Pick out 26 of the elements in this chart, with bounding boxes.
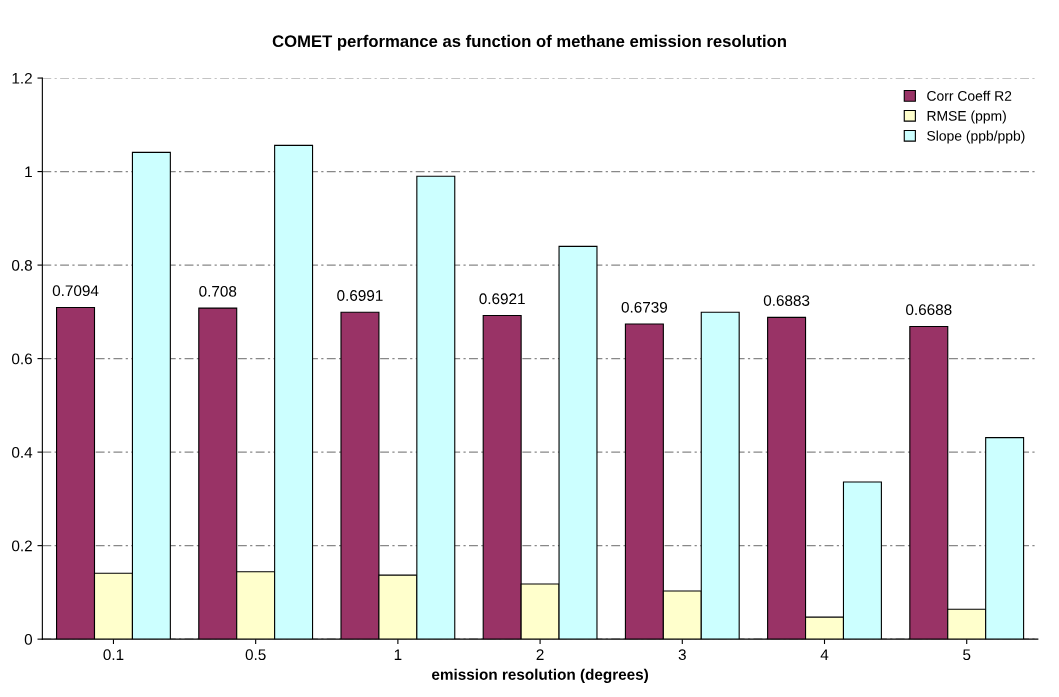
data-label: 0.708 bbox=[199, 285, 237, 297]
x-tick-label: 3 bbox=[678, 649, 686, 661]
x-axis-title: emission resolution (degrees) bbox=[432, 668, 649, 683]
x-tick-label: 0.5 bbox=[245, 649, 266, 661]
y-tick-label: 1.2 bbox=[12, 72, 32, 84]
data-label: 0.6739 bbox=[621, 301, 668, 313]
data-label: 0.6688 bbox=[906, 304, 952, 316]
data-label: 0.6991 bbox=[337, 290, 383, 301]
legend-label: RMSE (ppm) bbox=[927, 110, 1006, 124]
data-label: 0.6921 bbox=[479, 293, 525, 305]
y-tick-label: 0.4 bbox=[12, 446, 33, 458]
x-tick-label: 4 bbox=[820, 649, 829, 660]
y-tick-label: 0 bbox=[24, 634, 33, 645]
x-tick-label: 2 bbox=[536, 649, 544, 660]
x-tick-label: 5 bbox=[963, 649, 971, 661]
y-tick-label: 0.6 bbox=[12, 353, 32, 365]
y-tick-label: 0.2 bbox=[12, 540, 32, 552]
y-tick-label: 0.8 bbox=[12, 259, 32, 271]
data-label: 0.6883 bbox=[763, 295, 810, 306]
x-tick-label: 0.1 bbox=[103, 649, 124, 661]
legend-label: Slope (ppb/ppb) bbox=[927, 130, 1025, 144]
data-label: 0.7094 bbox=[52, 285, 99, 297]
chart-title: COMET performance as function of methane emission resolution bbox=[272, 34, 786, 51]
legend-label: Corr Coeff R2 bbox=[927, 90, 1012, 101]
x-tick-label: 1 bbox=[394, 649, 402, 660]
y-tick-label: 1 bbox=[25, 166, 32, 178]
